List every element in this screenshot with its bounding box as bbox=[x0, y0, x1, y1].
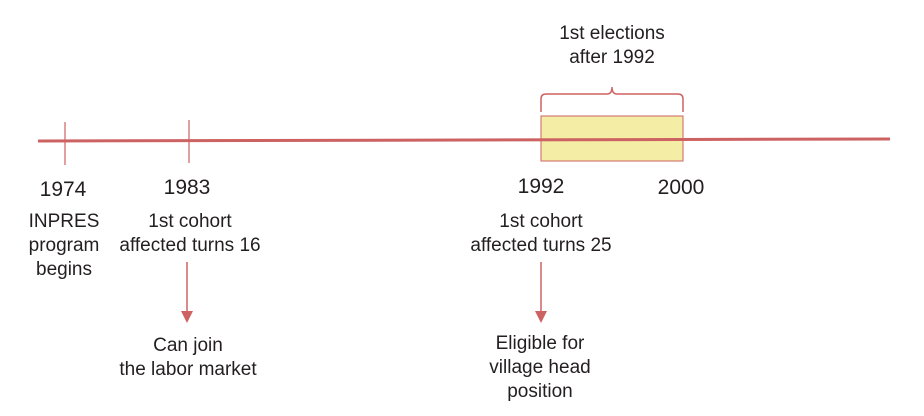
year-label-1992: 1992 bbox=[517, 175, 565, 198]
year-label-2000: 2000 bbox=[657, 176, 705, 199]
event-description-1974: INPRES program begins bbox=[28, 211, 100, 280]
arrow-1992-outcome bbox=[535, 262, 547, 323]
year-label-1983: 1983 bbox=[163, 176, 211, 199]
outcome-1992: Eligible for village head position bbox=[489, 333, 591, 402]
arrow-1983-outcome bbox=[181, 262, 193, 323]
outcome-1983: Can join the labor market bbox=[119, 335, 257, 380]
timeline-axis bbox=[37, 137, 891, 143]
election-period-label: 1st elections after 1992 bbox=[559, 23, 665, 68]
event-description-1983: 1st cohort affected turns 16 bbox=[119, 211, 261, 256]
election-period-brace bbox=[540, 86, 684, 112]
event-description-1992: 1st cohort affected turns 25 bbox=[470, 211, 612, 256]
year-label-1974: 1974 bbox=[39, 178, 87, 201]
